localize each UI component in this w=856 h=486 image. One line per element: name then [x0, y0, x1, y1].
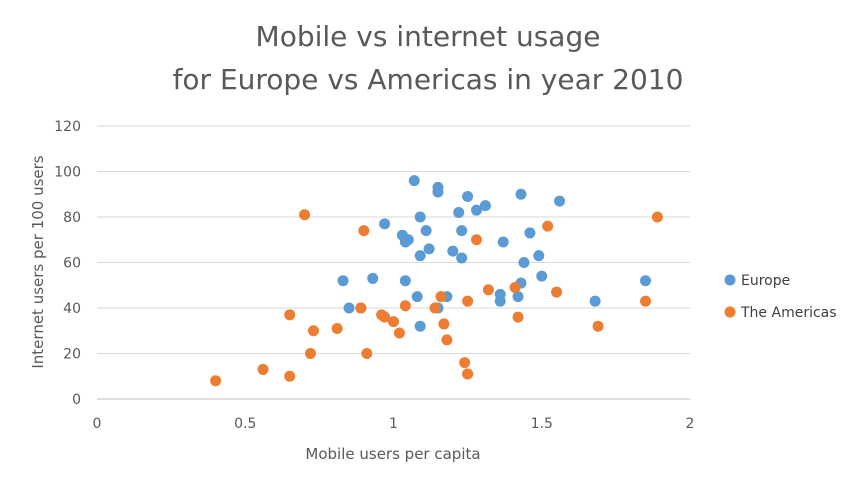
data-point [462, 191, 474, 203]
chart-title-line-1: Mobile vs internet usage [256, 20, 601, 53]
data-point [423, 243, 435, 255]
data-point [524, 227, 536, 239]
data-point [399, 300, 411, 312]
data-points [210, 175, 663, 387]
data-point [429, 302, 441, 314]
data-point [438, 318, 450, 330]
x-tick-label: 0.5 [234, 416, 256, 432]
data-point [210, 375, 222, 387]
data-point [399, 236, 411, 248]
y-tick-label: 100 [54, 165, 81, 181]
data-point [536, 270, 548, 282]
data-point [592, 320, 604, 332]
data-point [509, 282, 521, 294]
y-tick-label: 0 [72, 392, 81, 408]
data-point [331, 322, 343, 334]
x-axis-label: Mobile users per capita [305, 445, 480, 463]
data-point [497, 236, 509, 248]
data-point [453, 206, 465, 218]
data-point [494, 295, 506, 307]
data-point [411, 291, 423, 303]
data-point [441, 334, 453, 346]
data-point [393, 327, 405, 339]
data-point [355, 302, 367, 314]
data-point [479, 200, 491, 212]
x-tick-label: 1.5 [531, 416, 553, 432]
x-tick-label: 0 [93, 416, 102, 432]
data-point [432, 186, 444, 198]
data-point [640, 275, 652, 287]
data-point [462, 368, 474, 380]
data-point [414, 320, 426, 332]
data-point [471, 234, 483, 246]
legend-marker [724, 274, 736, 286]
data-point [551, 286, 563, 298]
data-point [512, 291, 524, 303]
data-point [471, 204, 483, 216]
data-point [533, 250, 545, 262]
data-point [379, 218, 391, 230]
x-tick-label: 1 [389, 416, 398, 432]
y-tick-label: 60 [63, 256, 81, 272]
data-point [554, 195, 566, 207]
data-point [542, 220, 554, 232]
data-point [307, 325, 319, 337]
data-point [257, 363, 269, 375]
data-point [420, 225, 432, 237]
legend: Europe The Americas [724, 273, 837, 321]
data-point [337, 275, 349, 287]
data-point [515, 188, 527, 200]
legend-label: Europe [741, 273, 790, 289]
series-europe [337, 175, 652, 332]
y-tick-label: 40 [63, 301, 81, 317]
gridlines [97, 125, 690, 400]
data-point [462, 295, 474, 307]
data-point [388, 316, 399, 328]
data-point [512, 311, 524, 323]
data-point [379, 311, 391, 323]
y-tick-labels: 0 20 40 60 80 100 120 [54, 119, 81, 408]
data-point [299, 209, 311, 221]
data-point [367, 272, 379, 284]
data-point [361, 348, 373, 359]
y-tick-label: 120 [54, 119, 81, 135]
y-axis-label: Internet users per 100 users [29, 155, 47, 368]
data-point [482, 284, 494, 296]
data-point [284, 309, 296, 321]
legend-marker [724, 306, 736, 318]
y-tick-label: 80 [63, 210, 81, 226]
data-point [518, 257, 530, 268]
data-point [408, 175, 420, 187]
data-point [456, 252, 468, 264]
data-point [456, 225, 468, 237]
data-point [343, 302, 355, 314]
data-point [414, 250, 426, 262]
data-point [589, 295, 601, 307]
series-the-americas [210, 209, 663, 387]
data-point [435, 291, 447, 303]
data-point [640, 295, 652, 307]
data-point [651, 211, 663, 223]
data-point [399, 275, 411, 287]
data-point [414, 211, 426, 223]
y-tick-label: 20 [63, 347, 81, 363]
data-point [459, 357, 471, 369]
x-tick-labels: 0 0.5 1 1.5 2 [93, 416, 695, 432]
data-point [447, 245, 459, 257]
x-tick-label: 2 [686, 416, 695, 432]
data-point [304, 348, 316, 359]
data-point [358, 225, 370, 237]
chart-title-line-2: for Europe vs Americas in year 2010 [173, 63, 684, 96]
legend-label: The Americas [740, 305, 837, 321]
data-point [284, 370, 296, 382]
